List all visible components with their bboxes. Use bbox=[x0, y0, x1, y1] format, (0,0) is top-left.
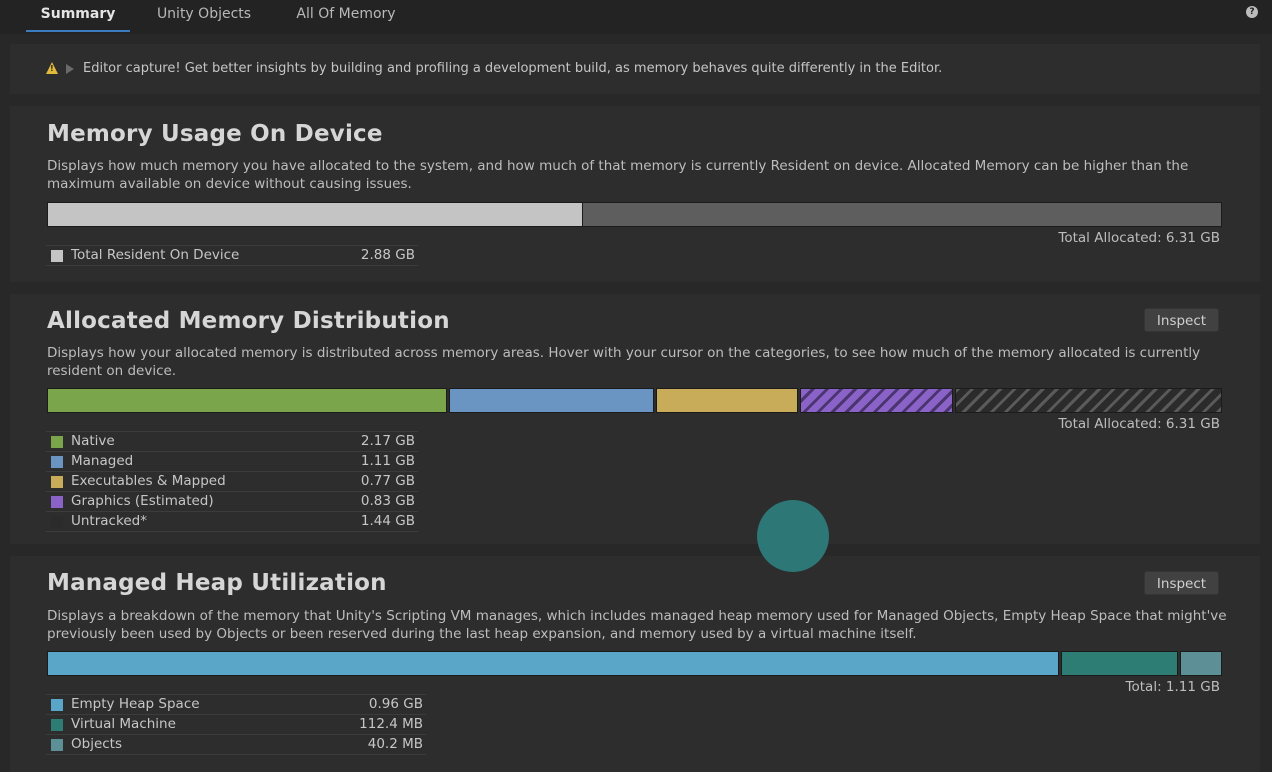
legend-label: Empty Heap Space bbox=[71, 696, 200, 712]
legend-label: Executables & Mapped bbox=[71, 473, 226, 489]
usage-panel bbox=[10, 106, 1260, 282]
executables-segment[interactable] bbox=[656, 388, 798, 413]
usage-total: Total Allocated: 6.31 GB bbox=[1058, 230, 1220, 246]
usage-bar[interactable] bbox=[47, 202, 1222, 227]
tab-all-of-memory[interactable]: All Of Memory bbox=[296, 6, 396, 22]
legend-label: Virtual Machine bbox=[71, 716, 176, 732]
legend-value: 2.88 GB bbox=[360, 247, 415, 263]
legend-row-untracked[interactable]: Untracked* 1.44 GB bbox=[46, 511, 418, 532]
legend-label: Objects bbox=[71, 736, 123, 752]
tab-summary[interactable]: Summary bbox=[26, 0, 130, 34]
native-segment[interactable] bbox=[47, 388, 447, 413]
legend-value: 0.96 GB bbox=[368, 696, 423, 712]
distribution-legend: Native 2.17 GB Managed 1.11 GB Executabl… bbox=[46, 431, 418, 532]
heap-total: Total: 1.11 GB bbox=[1125, 679, 1220, 695]
graphics-segment[interactable] bbox=[800, 388, 953, 413]
heap-inspect-button[interactable]: Inspect bbox=[1144, 571, 1219, 595]
legend-swatch bbox=[51, 250, 63, 262]
legend-row-virtual-machine[interactable]: Virtual Machine 112.4 MB bbox=[46, 714, 426, 734]
distribution-panel bbox=[10, 294, 1260, 544]
legend-row-empty-heap[interactable]: Empty Heap Space 0.96 GB bbox=[46, 694, 426, 714]
legend-swatch bbox=[51, 516, 63, 528]
distribution-inspect-button[interactable]: Inspect bbox=[1144, 308, 1219, 332]
legend-swatch bbox=[51, 496, 63, 508]
usage-title: Memory Usage On Device bbox=[47, 121, 383, 147]
legend-label: Untracked* bbox=[71, 513, 147, 529]
heap-legend: Empty Heap Space 0.96 GB Virtual Machine… bbox=[46, 694, 426, 755]
distribution-bar[interactable] bbox=[47, 388, 1222, 413]
legend-value: 1.11 GB bbox=[360, 453, 415, 469]
legend-row-graphics[interactable]: Graphics (Estimated) 0.83 GB bbox=[46, 491, 418, 511]
warning-text: Editor capture! Get better insights by b… bbox=[83, 61, 943, 76]
legend-row-managed[interactable]: Managed 1.11 GB bbox=[46, 451, 418, 471]
legend-value: 2.17 GB bbox=[360, 433, 415, 449]
legend-row-executables[interactable]: Executables & Mapped 0.77 GB bbox=[46, 471, 418, 491]
warning-icon bbox=[46, 62, 58, 74]
heap-bar[interactable] bbox=[47, 651, 1222, 676]
tab-bar: Summary Unity Objects All Of Memory ? bbox=[0, 0, 1272, 34]
warning-panel bbox=[10, 44, 1260, 94]
resident-segment[interactable] bbox=[47, 202, 583, 227]
legend-value: 0.77 GB bbox=[360, 473, 415, 489]
empty-heap-segment[interactable] bbox=[47, 651, 1059, 676]
distribution-description: Displays how your allocated memory is di… bbox=[47, 345, 1201, 379]
expand-arrow-icon[interactable] bbox=[66, 64, 74, 74]
legend-row[interactable]: Total Resident On Device 2.88 GB bbox=[46, 245, 418, 266]
virtual-machine-segment[interactable] bbox=[1061, 651, 1178, 676]
legend-label: Graphics (Estimated) bbox=[71, 493, 214, 509]
legend-swatch bbox=[51, 476, 63, 488]
legend-swatch bbox=[51, 719, 63, 731]
cursor-indicator bbox=[757, 500, 829, 572]
legend-label: Total Resident On Device bbox=[71, 247, 240, 263]
legend-swatch bbox=[51, 699, 63, 711]
legend-row-objects[interactable]: Objects 40.2 MB bbox=[46, 734, 426, 755]
legend-swatch bbox=[51, 436, 63, 448]
distribution-title: Allocated Memory Distribution bbox=[47, 308, 450, 334]
distribution-total: Total Allocated: 6.31 GB bbox=[1058, 416, 1220, 432]
legend-value: 0.83 GB bbox=[360, 493, 415, 509]
legend-swatch bbox=[51, 739, 63, 751]
legend-label: Native bbox=[71, 433, 115, 449]
legend-value: 40.2 MB bbox=[367, 736, 423, 752]
legend-label: Managed bbox=[71, 453, 134, 469]
untracked-segment[interactable] bbox=[955, 388, 1222, 413]
legend-swatch bbox=[51, 456, 63, 468]
help-icon[interactable]: ? bbox=[1246, 6, 1258, 18]
heap-description: Displays a breakdown of the memory that … bbox=[47, 608, 1227, 642]
tab-unity-objects[interactable]: Unity Objects bbox=[156, 6, 252, 22]
objects-segment[interactable] bbox=[1180, 651, 1222, 676]
usage-description: Displays how much memory you have alloca… bbox=[47, 158, 1189, 192]
legend-row-native[interactable]: Native 2.17 GB bbox=[46, 431, 418, 451]
legend-value: 1.44 GB bbox=[360, 513, 415, 529]
heap-title: Managed Heap Utilization bbox=[47, 570, 387, 596]
legend-value: 112.4 MB bbox=[359, 716, 423, 732]
usage-legend: Total Resident On Device 2.88 GB bbox=[46, 245, 418, 266]
managed-segment[interactable] bbox=[449, 388, 654, 413]
